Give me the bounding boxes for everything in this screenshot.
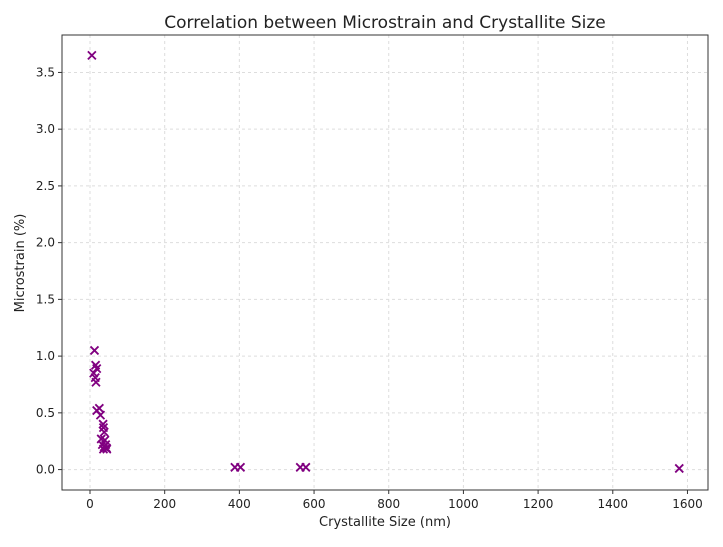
y-tick-label: 2.0 — [36, 236, 55, 250]
y-tick-label: 2.5 — [36, 179, 55, 193]
x-tick-label: 800 — [377, 497, 400, 511]
data-point — [91, 377, 101, 387]
data-point — [99, 427, 109, 437]
y-tick-label: 1.0 — [36, 349, 55, 363]
y-tick-label: 1.5 — [36, 292, 55, 306]
data-point — [98, 419, 108, 429]
data-point — [301, 462, 311, 472]
x-tick-label: 0 — [86, 497, 94, 511]
data-point — [98, 444, 109, 454]
x-tick-label: 1600 — [672, 497, 703, 511]
x-tick-label: 1000 — [448, 497, 479, 511]
data-point — [102, 444, 112, 454]
plot-frame — [61, 34, 709, 491]
data-point — [87, 50, 97, 61]
x-tick-label: 400 — [228, 497, 251, 511]
data-point — [235, 462, 246, 472]
y-tick-label: 3.5 — [36, 65, 55, 79]
x-tick-label: 200 — [153, 497, 176, 511]
x-tick-label: 1400 — [598, 497, 629, 511]
data-point — [674, 463, 684, 474]
x-tick-label: 600 — [303, 497, 326, 511]
y-axis-label: Microstrain (%) — [13, 214, 28, 313]
y-tick-label: 3.0 — [36, 122, 55, 136]
y-tick-label: 0.5 — [36, 406, 55, 420]
chart-title: Correlation between Microstrain and Crys… — [164, 13, 606, 33]
x-tick-label: 1200 — [523, 497, 554, 511]
data-point — [89, 345, 100, 356]
y-tick-label: 0.0 — [36, 463, 55, 477]
data-point — [92, 363, 102, 374]
data-point — [95, 410, 106, 420]
x-axis-label: Crystallite Size (nm) — [319, 515, 451, 530]
